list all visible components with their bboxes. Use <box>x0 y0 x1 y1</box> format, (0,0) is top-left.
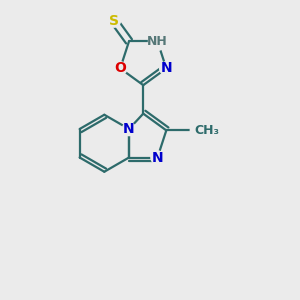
Text: N: N <box>152 151 163 164</box>
Text: O: O <box>114 61 126 75</box>
Circle shape <box>160 62 173 75</box>
Circle shape <box>148 32 166 50</box>
Text: NH: NH <box>147 35 168 48</box>
Text: S: S <box>109 14 119 28</box>
Circle shape <box>151 151 164 164</box>
Text: CH₃: CH₃ <box>195 124 220 137</box>
Circle shape <box>122 122 136 136</box>
Text: N: N <box>160 61 172 75</box>
Circle shape <box>190 120 211 141</box>
Circle shape <box>107 14 121 27</box>
Text: N: N <box>123 122 135 136</box>
Circle shape <box>114 62 127 75</box>
